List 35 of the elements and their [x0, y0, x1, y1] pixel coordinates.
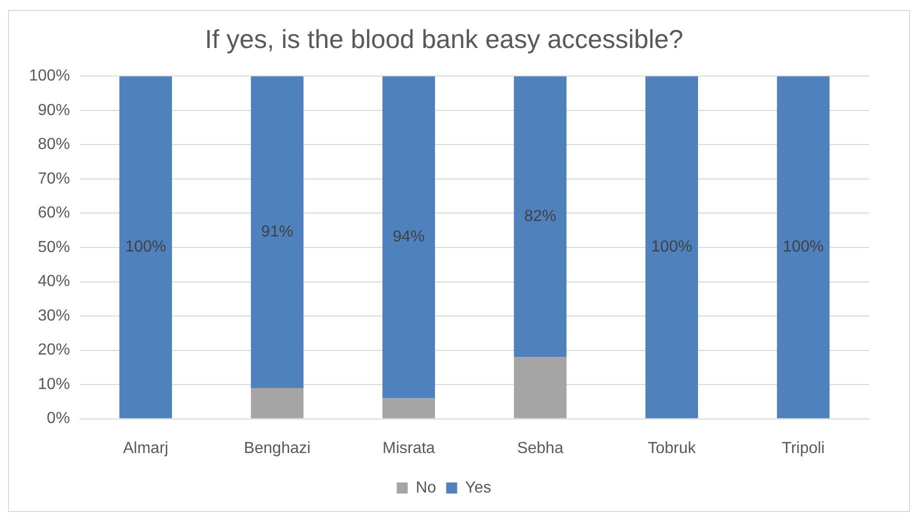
data-label: 94% — [392, 228, 425, 246]
legend-label: No — [416, 479, 436, 496]
y-tick-label: 90% — [38, 102, 70, 119]
x-tick-label: Tobruk — [648, 440, 697, 457]
x-tick-label: Tripoli — [782, 440, 825, 457]
bar — [382, 398, 436, 418]
bar — [250, 76, 304, 388]
y-tick-label: 80% — [38, 136, 70, 154]
bar — [514, 357, 567, 418]
y-tick-label: 30% — [38, 307, 70, 324]
y-tick-label: 40% — [38, 273, 70, 290]
legend-label: Yes — [465, 479, 492, 496]
bar — [119, 76, 172, 418]
bar — [514, 76, 567, 358]
x-tick-label: Sebha — [517, 440, 564, 457]
y-tick-label: 50% — [38, 238, 70, 256]
bar — [250, 388, 304, 418]
y-tick-label: 100% — [29, 68, 70, 85]
x-tick-label: Benghazi — [244, 440, 311, 457]
y-tick-label: 20% — [38, 342, 70, 359]
chart-title: If yes, is the blood bank easy accessible? — [204, 24, 684, 54]
data-label: 82% — [524, 208, 556, 226]
bar — [645, 76, 698, 418]
x-tick-label: Almarj — [123, 440, 168, 457]
bar — [776, 76, 830, 418]
bar — [382, 76, 436, 398]
data-label: 100% — [125, 238, 166, 256]
x-tick-label: Misrata — [382, 440, 436, 457]
y-tick-label: 70% — [38, 170, 70, 188]
data-label: 91% — [261, 223, 294, 240]
y-tick-label: 0% — [46, 410, 70, 428]
y-tick-label: 10% — [38, 376, 70, 393]
data-label: 100% — [782, 238, 824, 256]
y-tick-label: 60% — [38, 204, 70, 222]
data-label: 100% — [651, 238, 692, 256]
